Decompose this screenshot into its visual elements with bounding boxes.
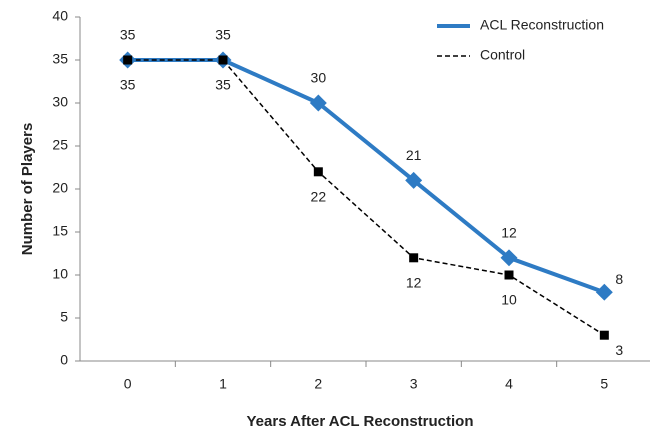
x-tick-label: 5 [600,376,608,392]
y-tick-label: 10 [52,266,68,282]
data-label: 12 [501,225,517,241]
data-label: 10 [501,292,517,308]
data-label: 35 [120,27,136,43]
marker [409,253,419,263]
y-tick-label: 5 [60,309,68,325]
data-label: 3 [615,342,623,358]
y-axis-label: Number of Players [19,123,36,256]
marker [218,55,228,65]
y-tick-label: 25 [52,137,68,153]
marker [599,330,609,340]
marker [405,171,423,189]
data-label: 8 [615,271,623,287]
y-tick-label: 20 [52,180,68,196]
marker [123,55,133,65]
series-line [127,59,605,336]
data-label: 35 [120,77,136,93]
legend-label: Control [480,47,525,63]
marker [313,167,323,177]
x-tick-label: 2 [314,376,322,392]
data-label: 22 [311,189,327,205]
data-label: 12 [406,275,422,291]
y-tick-label: 15 [52,223,68,239]
data-label: 35 [215,27,231,43]
data-label: 30 [311,70,327,86]
y-tick-label: 30 [52,94,68,110]
x-tick-label: 1 [219,376,227,392]
y-tick-label: 35 [52,51,68,67]
x-tick-label: 4 [505,376,513,392]
y-tick-label: 40 [52,8,68,24]
x-axis-label: Years After ACL Reconstruction [247,413,474,430]
marker [595,283,613,301]
y-tick-label: 0 [60,352,68,368]
x-tick-label: 0 [124,376,132,392]
legend-label: ACL Reconstruction [480,17,604,33]
marker [500,249,518,267]
series-line [127,58,606,295]
marker [309,94,327,112]
data-label: 35 [215,77,231,93]
x-tick-label: 3 [410,376,418,392]
marker [504,270,514,280]
data-label: 21 [406,147,422,163]
